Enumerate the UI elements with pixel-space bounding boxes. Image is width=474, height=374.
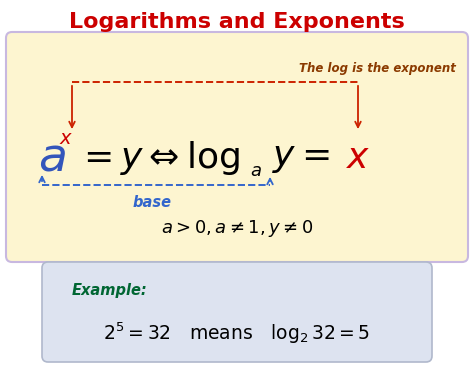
FancyBboxPatch shape — [42, 262, 432, 362]
Text: $x$: $x$ — [59, 129, 73, 147]
Text: Example:: Example: — [72, 283, 148, 298]
Text: $= y \Leftrightarrow \log$: $= y \Leftrightarrow \log$ — [76, 139, 240, 177]
FancyBboxPatch shape — [6, 32, 468, 262]
Text: The log is the exponent: The log is the exponent — [299, 61, 456, 74]
Text: $a$: $a$ — [38, 135, 66, 181]
Text: base: base — [133, 194, 172, 209]
Text: $a$: $a$ — [250, 162, 262, 180]
Text: $2^5 = 32 \quad \mathrm{means} \quad \log_2 32 = 5$: $2^5 = 32 \quad \mathrm{means} \quad \lo… — [103, 320, 371, 346]
Text: $y =$: $y =$ — [272, 141, 330, 175]
Text: $a > 0, a \neq 1, y \neq 0$: $a > 0, a \neq 1, y \neq 0$ — [161, 218, 313, 239]
Text: $x$: $x$ — [346, 141, 371, 175]
Text: Logarithms and Exponents: Logarithms and Exponents — [69, 12, 405, 32]
